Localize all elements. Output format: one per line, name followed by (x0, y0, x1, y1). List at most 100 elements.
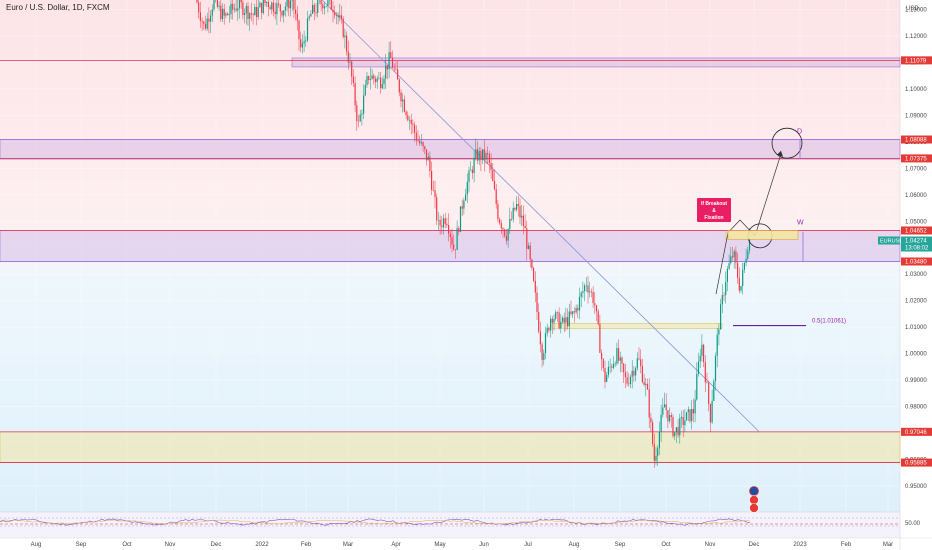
candle-body (483, 149, 485, 160)
indicator-pane-background (0, 512, 900, 538)
symbol-tag-text: EURUSD (880, 238, 903, 244)
candle-body (344, 35, 346, 37)
candle-body (206, 18, 208, 29)
candle-body (536, 292, 538, 313)
candle-body (286, 0, 288, 7)
candle-body (589, 291, 591, 293)
symbol-tag (878, 236, 900, 245)
candle-body (312, 4, 314, 14)
annotation-text-line: Fixation (704, 215, 723, 221)
candle-body (320, 0, 322, 5)
candle-body (366, 76, 368, 85)
candle-body (655, 455, 657, 461)
candle-body (609, 366, 611, 368)
candle-body (327, 0, 329, 6)
candle-body (325, 5, 327, 7)
candle-body (441, 225, 443, 228)
candle-body (628, 383, 630, 385)
price-tick-label: 1.00000 (905, 352, 927, 358)
candle-body (466, 181, 468, 195)
level-price-text: 1.08088 (905, 138, 927, 144)
candle-body (616, 348, 618, 364)
candle-body (748, 239, 751, 251)
osc-line (0, 518, 751, 526)
event-flag-eu-icon[interactable] (749, 486, 759, 496)
candle-body (512, 207, 514, 220)
candle-body (475, 149, 477, 158)
candle-body (373, 75, 375, 79)
candle-body (743, 262, 745, 270)
candle-body (225, 13, 227, 16)
candle-body (723, 295, 725, 296)
candle-body (735, 251, 737, 263)
candle-body (514, 207, 516, 210)
candle-body (272, 2, 275, 12)
candle-body (653, 444, 655, 461)
candle-body (261, 2, 263, 13)
candle-body (296, 13, 298, 21)
candle-body (531, 259, 533, 269)
candle-body (247, 6, 249, 19)
candle-body (689, 409, 691, 422)
candle-body (612, 363, 615, 368)
candle-body (317, 0, 319, 13)
time-tick-label: Mar (343, 542, 353, 548)
time-tick-label: Mar (883, 542, 893, 548)
candle-body (590, 291, 592, 293)
candle-body (471, 169, 473, 174)
candle-body (738, 277, 740, 291)
event-flag-us-icon[interactable] (749, 495, 759, 505)
candle-body (288, 0, 290, 9)
event-flag-us-icon[interactable] (749, 503, 759, 513)
candle-body (594, 303, 596, 306)
candle-body (487, 153, 489, 155)
price-tick-label: 1.09000 (905, 113, 927, 119)
annotation-text-line: If Breakout (701, 201, 727, 207)
price-tick-label: 1.03000 (905, 272, 927, 278)
horizontal-levels (0, 59, 900, 463)
price-tick-label: 1.06000 (905, 193, 927, 199)
candle-body (672, 416, 674, 437)
candle-body (461, 206, 463, 209)
candle-body (238, 0, 241, 9)
candle-body (539, 331, 541, 345)
candle-body (405, 111, 407, 116)
candle-body (709, 404, 711, 423)
time-tick-label: Nov (705, 542, 716, 548)
candle-body (432, 189, 434, 191)
candle-body (691, 408, 693, 422)
candle-body (398, 79, 400, 93)
oscillator-pane: 50.00 (0, 517, 921, 527)
candle-body (262, 0, 264, 13)
price-tick-label: 1.05000 (905, 219, 927, 225)
candle-body (240, 0, 242, 3)
candle-body (538, 312, 540, 332)
candle-body (278, 3, 280, 5)
candle-body (376, 78, 378, 82)
candle-body (607, 366, 609, 376)
candle-body (223, 8, 225, 16)
candle-body (347, 51, 349, 63)
candle-body (257, 7, 259, 18)
candle-body (533, 268, 535, 281)
candle-body (254, 6, 256, 16)
candle-body (669, 415, 671, 422)
candle-body (332, 9, 334, 13)
price-tick-label: 0.95000 (905, 484, 927, 490)
time-tick-label: Jul (524, 542, 532, 548)
candle-body (446, 223, 448, 226)
candle-body (305, 40, 307, 42)
candle-body (220, 5, 222, 20)
candle-body (495, 189, 497, 205)
candle-body (544, 333, 547, 354)
candle-body (679, 418, 681, 436)
candle-body (281, 11, 283, 16)
candle-body (233, 8, 235, 10)
candle-body (667, 410, 669, 422)
candle-body (522, 215, 524, 226)
candle-body (419, 140, 421, 144)
candle-body (584, 285, 586, 292)
candle-body (619, 357, 621, 361)
candle-body (497, 204, 499, 220)
